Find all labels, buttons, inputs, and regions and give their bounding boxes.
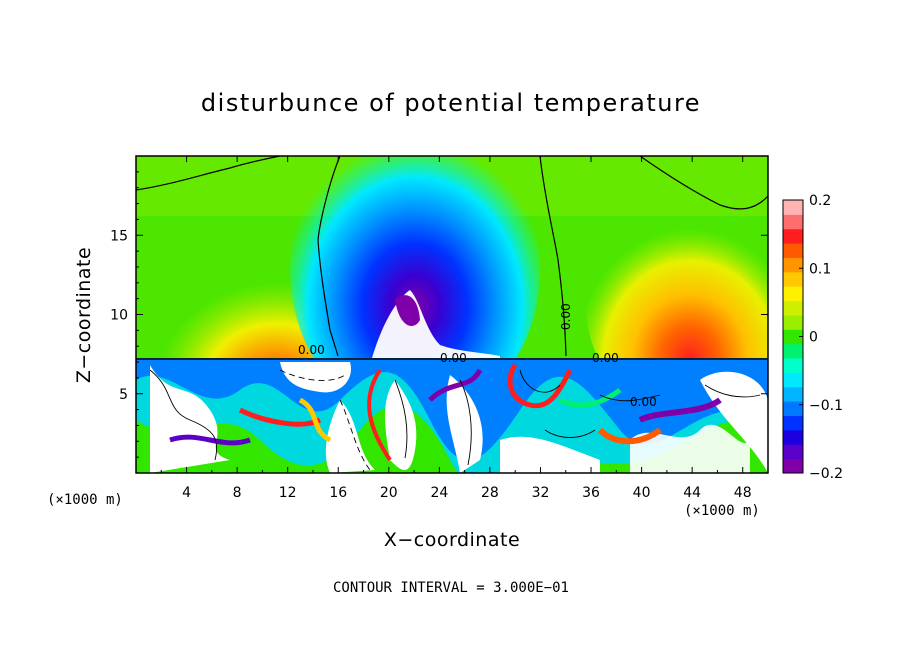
colorbar-swatch bbox=[783, 200, 803, 215]
x-tick-label: 12 bbox=[279, 485, 297, 501]
x-tick-label: 24 bbox=[430, 485, 448, 501]
chart-title: disturbunce of potential temperature bbox=[201, 89, 701, 117]
colorbar-tick-label: 0.2 bbox=[809, 193, 831, 209]
colorbar-swatch bbox=[783, 272, 803, 287]
y-tick-label: 5 bbox=[119, 387, 128, 403]
colorbar-swatch bbox=[783, 301, 803, 316]
colorbar: 0.2 0.1 0 −0.1 −0.2 bbox=[783, 193, 843, 482]
contour-label: 0.00 bbox=[559, 303, 573, 330]
contour-interval-note: CONTOUR INTERVAL = 3.000E−01 bbox=[333, 580, 569, 596]
x-tick-label: 36 bbox=[582, 485, 600, 501]
colorbar-swatch bbox=[783, 416, 803, 431]
colorbar-swatch bbox=[783, 257, 803, 272]
chart-figure: disturbunce of potential temperature bbox=[0, 0, 904, 654]
colorbar-swatch bbox=[783, 315, 803, 330]
colorbar-tick-label: −0.1 bbox=[809, 398, 843, 414]
x-tick-label: 8 bbox=[233, 485, 242, 501]
colorbar-swatch bbox=[783, 430, 803, 445]
x-axis-label: X−coordinate bbox=[384, 529, 520, 551]
colorbar-swatch bbox=[783, 286, 803, 301]
x-tick-label: 44 bbox=[683, 485, 701, 501]
y-tick-label: 15 bbox=[110, 228, 128, 244]
contour-label: 0.00 bbox=[630, 395, 657, 409]
boundary-layer-field bbox=[136, 358, 768, 481]
x-unit-left: (×1000 m) bbox=[47, 492, 123, 508]
colorbar-swatch bbox=[783, 214, 803, 229]
y-axis-label: Z−coordinate bbox=[73, 247, 95, 383]
x-tick-label: 40 bbox=[633, 485, 651, 501]
contour-label: 0.00 bbox=[592, 351, 619, 365]
colorbar-swatch bbox=[783, 401, 803, 416]
colorbar-tick-label: −0.2 bbox=[809, 466, 843, 482]
colorbar-swatch bbox=[783, 344, 803, 359]
contour-label: 0.00 bbox=[440, 351, 467, 365]
x-unit-right: (×1000 m) bbox=[684, 503, 760, 519]
y-tick-label: 10 bbox=[110, 308, 128, 324]
contour-label: 0.00 bbox=[298, 343, 325, 357]
x-tick-label: 32 bbox=[532, 485, 550, 501]
colorbar-swatch bbox=[783, 243, 803, 258]
colorbar-tick-label: 0.1 bbox=[809, 261, 831, 277]
colorbar-swatch bbox=[783, 387, 803, 402]
colorbar-swatch bbox=[783, 444, 803, 459]
colorbar-swatch bbox=[783, 372, 803, 387]
colorbar-swatch bbox=[783, 459, 803, 474]
x-tick-label: 28 bbox=[481, 485, 499, 501]
colorbar-swatch bbox=[783, 358, 803, 373]
x-tick-label: 4 bbox=[182, 485, 191, 501]
x-tick-label: 48 bbox=[734, 485, 752, 501]
colorbar-tick-label: 0 bbox=[809, 330, 818, 346]
plot-area bbox=[110, 120, 795, 481]
x-tick-label: 20 bbox=[380, 485, 398, 501]
colorbar-swatch bbox=[783, 229, 803, 244]
x-tick-label: 16 bbox=[329, 485, 347, 501]
